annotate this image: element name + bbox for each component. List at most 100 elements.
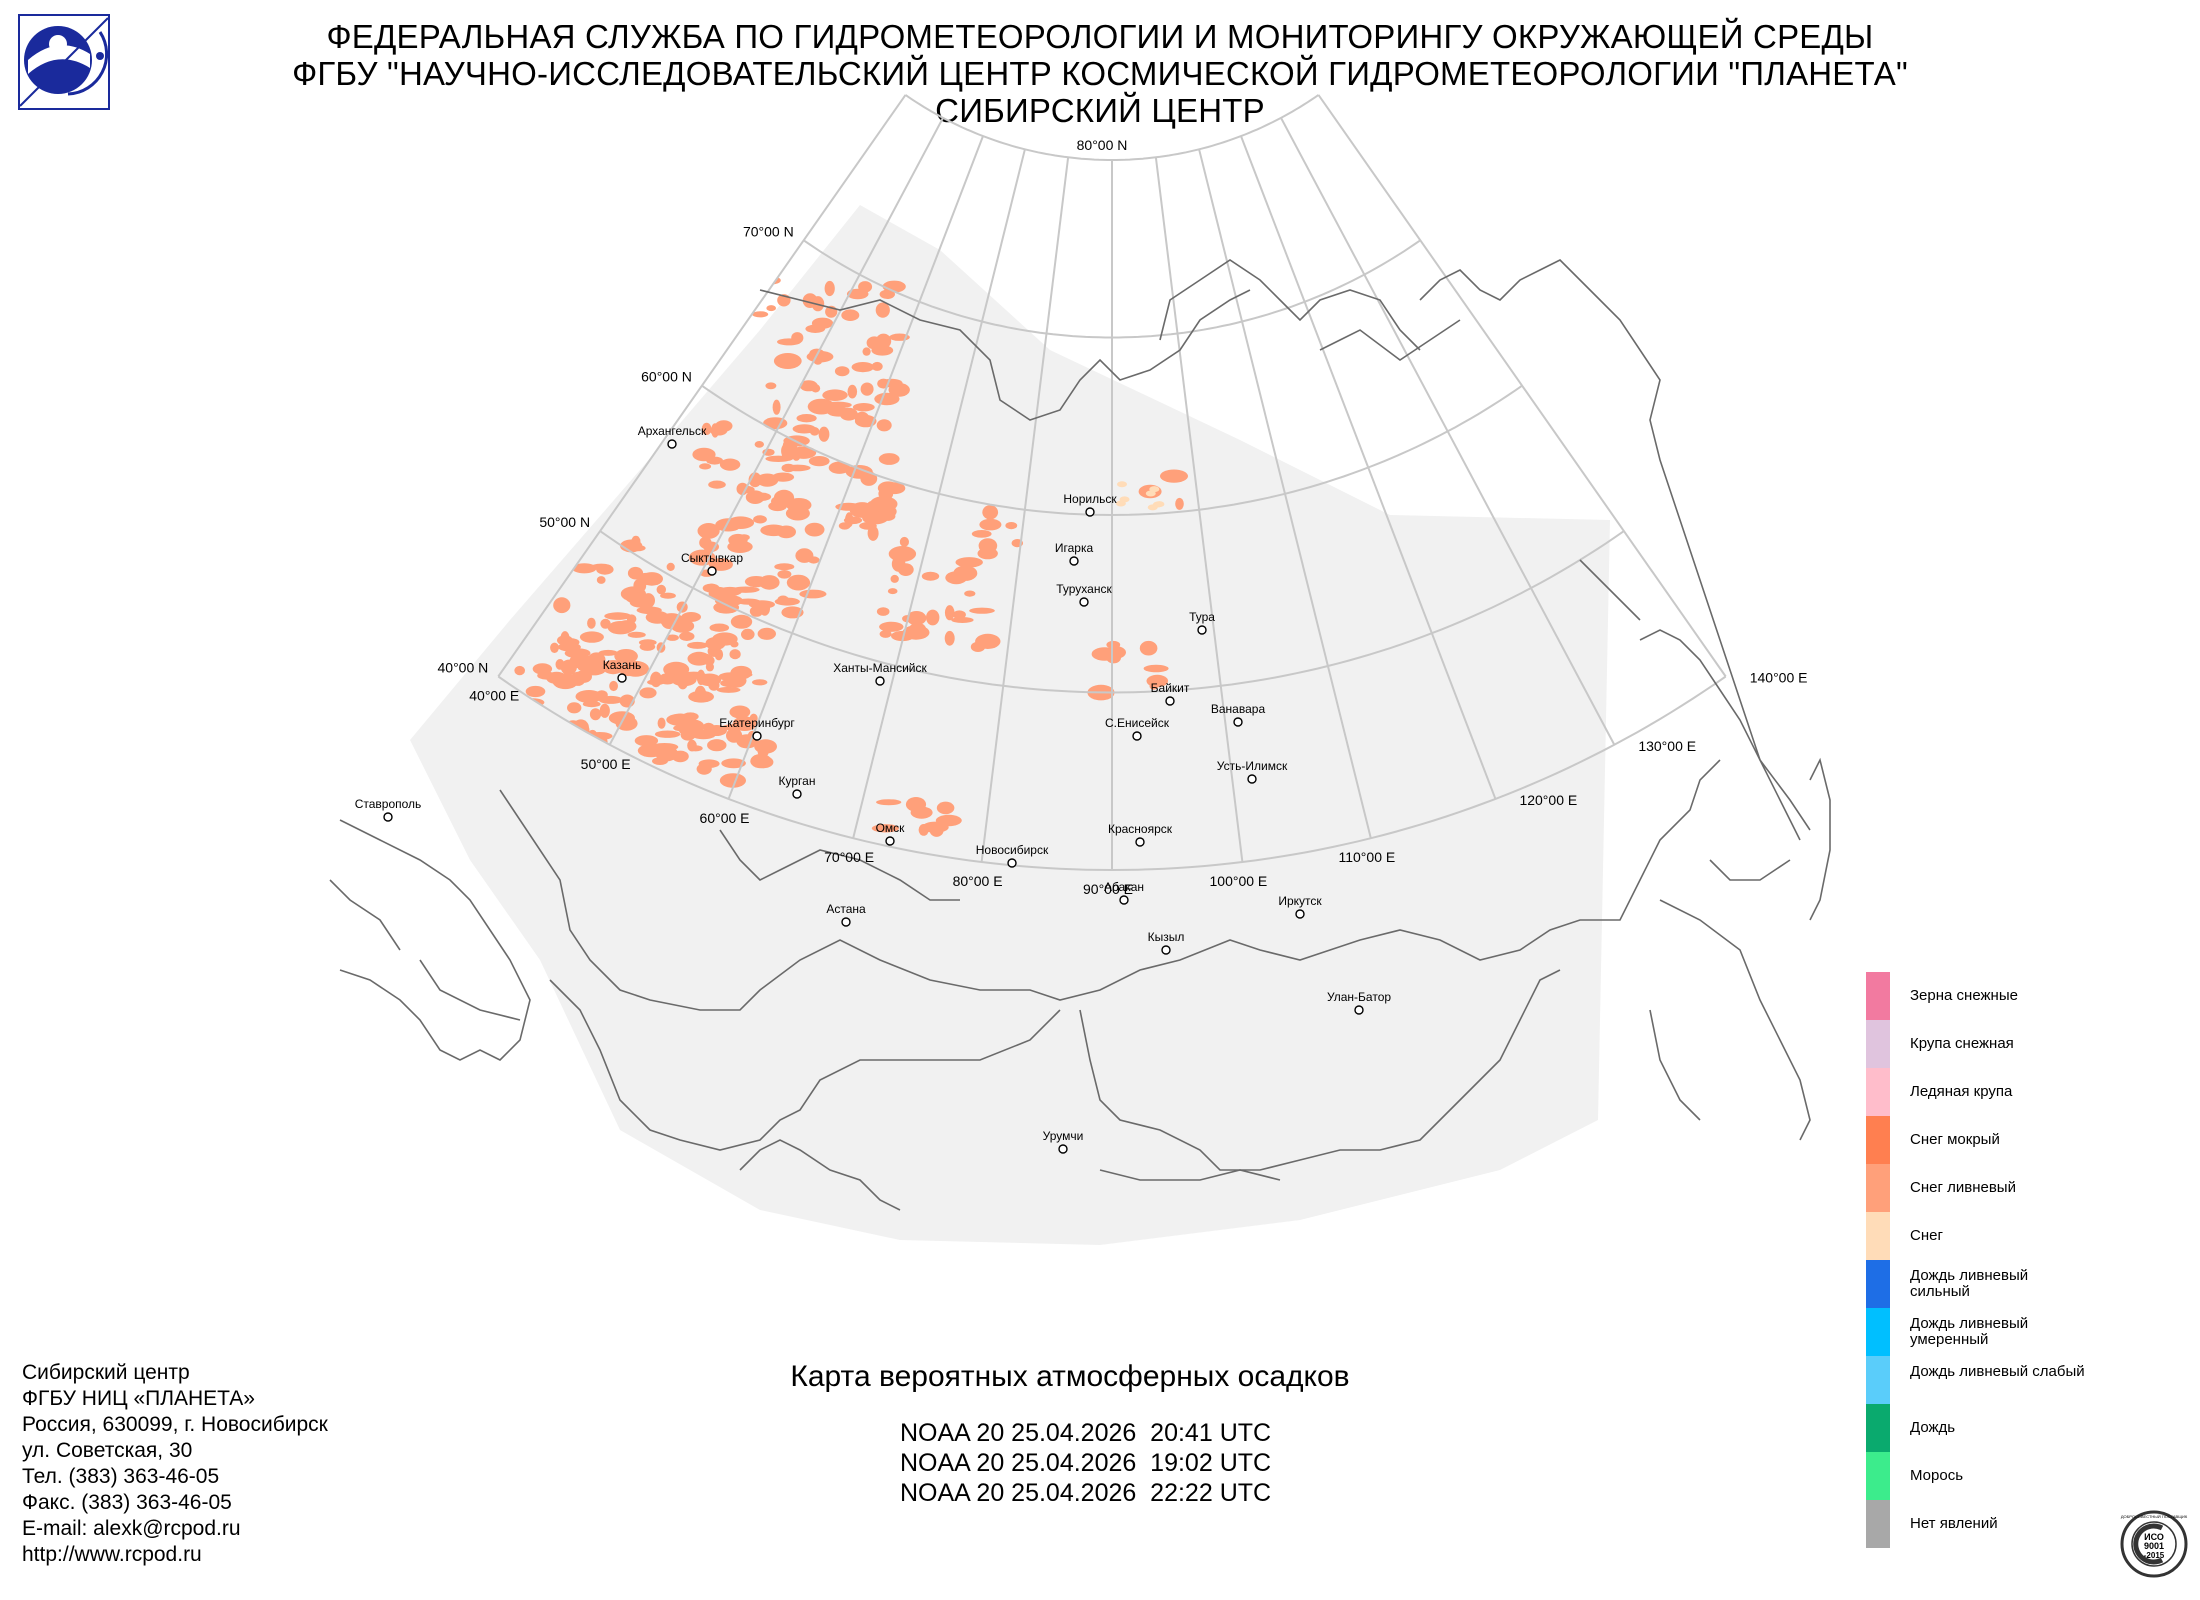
precip-cell xyxy=(975,633,1001,650)
precip-cell xyxy=(765,382,777,390)
precip-cell xyxy=(709,623,730,632)
precip-cell xyxy=(777,570,792,579)
latitude-label: 50°00 N xyxy=(539,514,590,530)
precip-cell xyxy=(879,630,892,638)
precip-cell xyxy=(936,801,955,815)
precip-cell xyxy=(871,345,894,356)
city-label: Абакан xyxy=(1104,880,1144,894)
precip-cell xyxy=(671,673,697,687)
city-marker xyxy=(792,789,802,799)
precip-cell xyxy=(759,601,770,616)
legend-label: Дождь ливневый умеренный xyxy=(1910,1315,2029,1348)
precip-cell xyxy=(773,353,802,369)
precip-cell xyxy=(550,642,559,653)
city-label: Новосибирск xyxy=(976,843,1049,857)
legend-swatch xyxy=(1866,1308,1890,1356)
precip-cell xyxy=(702,583,720,593)
precip-cell xyxy=(708,480,726,489)
precip-cell xyxy=(792,424,816,434)
latitude-label: 40°00 N xyxy=(438,659,489,675)
city-label: Норильск xyxy=(1063,492,1117,506)
precip-cell xyxy=(1160,469,1188,483)
city-label: Астана xyxy=(826,902,866,916)
city-label: Ханты-Мансийск xyxy=(833,661,927,675)
precip-cell xyxy=(636,606,662,614)
precip-cell xyxy=(753,515,767,524)
graticule-labels: 80°00 N 70°00 N 60°00 N 50°00 N 40°00 N 40°00… xyxy=(438,137,1808,897)
precip-cell xyxy=(781,443,792,459)
precip-cell xyxy=(838,522,851,530)
city-label: С.Енисейск xyxy=(1105,716,1170,730)
longitude-line xyxy=(1240,135,1497,800)
snow-cell xyxy=(1145,490,1156,497)
city-label: Красноярск xyxy=(1108,822,1173,836)
precip-cell xyxy=(955,557,983,568)
pass-line: NOAA 20 25.04.2026 22:22 UTC xyxy=(900,1479,1272,1507)
precip-cell xyxy=(849,502,875,518)
precip-cell xyxy=(899,536,910,547)
longitude-line xyxy=(1154,157,1244,863)
precip-cell xyxy=(614,649,638,664)
precip-cell xyxy=(869,496,898,512)
city-label: Казань xyxy=(603,658,642,672)
city-label: Игарка xyxy=(1055,541,1094,555)
precip-cell xyxy=(862,347,871,356)
legend-label: Снег xyxy=(1910,1227,1943,1244)
legend-label: Снег ливневый xyxy=(1910,1179,2016,1196)
header-line1: ФЕДЕРАЛЬНАЯ СЛУЖБА ПО ГИДРОМЕТЕОРОЛОГИИ … xyxy=(326,18,1874,55)
precip-cell xyxy=(785,506,810,521)
precip-cell xyxy=(871,361,883,371)
precip-cell xyxy=(897,563,914,576)
precip-cell xyxy=(971,530,992,538)
contact-line: ФГБУ НИЦ «ПЛАНЕТА» xyxy=(22,1387,255,1410)
precip-cell xyxy=(552,673,579,690)
precip-cell xyxy=(680,729,696,741)
precip-cell xyxy=(876,419,892,432)
precip-cell xyxy=(854,414,877,428)
city-label: Сыктывкар xyxy=(681,551,743,565)
graticule xyxy=(497,94,1727,872)
satellite-passes: NOAA 20 25.04.2026 20:41 UTC NOAA 20 25.0… xyxy=(900,1418,1271,1508)
longitude-line xyxy=(852,149,1026,839)
city-marker xyxy=(885,836,895,846)
precip-cell xyxy=(741,628,755,641)
latitude-label: 70°00 N xyxy=(743,223,794,239)
legend-swatch xyxy=(1866,1116,1890,1164)
precip-cell xyxy=(752,679,768,686)
precip-cell xyxy=(641,593,656,608)
precip-cell xyxy=(888,383,910,397)
longitude-label: 90°00 E xyxy=(1083,881,1133,897)
snow-cell xyxy=(1117,481,1128,488)
precip-cell xyxy=(627,631,646,638)
longitude-line xyxy=(980,157,1070,863)
precip-cell xyxy=(876,607,890,616)
snow-cell xyxy=(1152,501,1163,508)
pass-line: NOAA 20 25.04.2026 19:02 UTC xyxy=(900,1449,1272,1477)
longitude-line xyxy=(608,117,944,746)
city-marker xyxy=(1354,1005,1364,1015)
precip-cell xyxy=(867,525,879,541)
precip-cell xyxy=(701,422,712,435)
city-marker xyxy=(1058,1144,1068,1154)
iso-ring-text: ДОБРОСОВЕСТНЫЙ ПОСТАВЩИК xyxy=(2121,1514,2188,1519)
city-marker xyxy=(1135,837,1145,847)
city-marker xyxy=(383,812,393,822)
precip-cell xyxy=(774,597,800,606)
precip-cell xyxy=(687,739,697,752)
precip-cell xyxy=(797,576,811,589)
longitude-line xyxy=(1317,94,1727,678)
latitude-label: 80°00 N xyxy=(1077,137,1128,153)
precip-cell xyxy=(602,660,625,675)
precip-cell xyxy=(768,501,787,512)
precip-cell xyxy=(1106,640,1121,649)
precip-cell xyxy=(697,673,722,687)
precip-cell xyxy=(654,730,681,738)
precip-cell xyxy=(532,663,553,675)
precip-cell xyxy=(871,824,900,833)
city-marker xyxy=(1007,858,1017,868)
city-label: Улан-Батор xyxy=(1327,990,1391,1004)
precip-cell xyxy=(709,425,728,436)
legend-swatch xyxy=(1866,1404,1890,1452)
precip-cell xyxy=(879,621,904,632)
